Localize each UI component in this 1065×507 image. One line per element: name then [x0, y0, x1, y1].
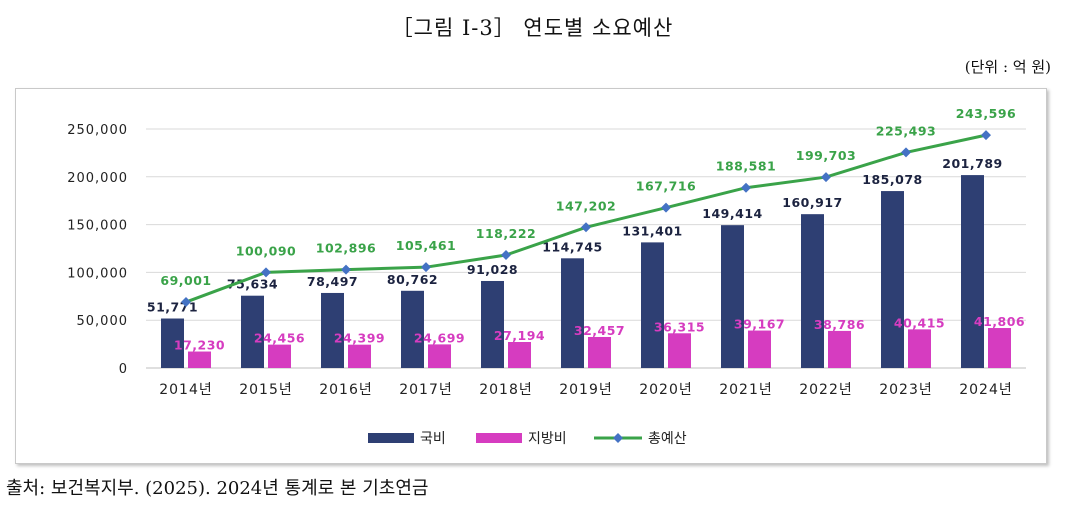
total-budget-marker: [981, 130, 991, 141]
local-data-label: 27,194: [494, 328, 545, 343]
total-data-label: 118,222: [476, 226, 536, 241]
local-data-label: 17,230: [174, 338, 225, 353]
total-data-label: 100,090: [236, 243, 296, 258]
local-data-label: 41,806: [974, 314, 1025, 329]
local-data-label: 38,786: [814, 317, 865, 332]
legend-label-total: 총예산: [648, 431, 687, 447]
unit-note: (단위 : 억 원): [964, 58, 1051, 76]
bar-national: [561, 258, 584, 368]
x-tick-label: 2016년: [319, 382, 373, 398]
bar-local: [668, 333, 691, 368]
local-data-label: 39,167: [734, 317, 785, 332]
local-data-label: 24,399: [334, 331, 385, 346]
total-budget-marker: [261, 267, 271, 278]
y-tick-label: 0: [119, 362, 128, 377]
bar-local: [428, 344, 451, 368]
figure-title: ［그림 Ⅰ-3］ 연도별 소요예산: [391, 16, 674, 40]
y-tick-label: 250,000: [67, 123, 128, 138]
local-data-label: 32,457: [574, 323, 625, 338]
x-tick-label: 2018년: [479, 382, 533, 398]
total-budget-marker: [581, 222, 591, 233]
national-data-label: 201,789: [942, 156, 1002, 171]
total-data-label: 243,596: [956, 106, 1016, 121]
total-budget-marker: [741, 182, 751, 193]
bar-national: [401, 290, 424, 368]
national-data-label: 91,028: [467, 262, 518, 277]
total-budget-marker: [901, 147, 911, 158]
bar-local: [748, 330, 771, 368]
y-tick-label: 50,000: [77, 314, 129, 329]
bar-local: [908, 329, 931, 368]
x-tick-label: 2023년: [879, 382, 933, 398]
local-data-label: 36,315: [654, 319, 705, 334]
bar-local: [348, 344, 371, 368]
national-data-label: 131,401: [622, 223, 682, 238]
total-data-label: 188,581: [716, 159, 776, 174]
total-budget-marker: [181, 297, 191, 308]
local-data-label: 24,456: [254, 331, 305, 346]
legend-marker-total: [613, 433, 623, 443]
x-tick-label: 2019년: [559, 382, 613, 398]
bar-local: [188, 351, 211, 368]
y-tick-label: 100,000: [67, 266, 128, 281]
bar-national: [481, 280, 504, 368]
legend-swatch-local: [476, 433, 522, 443]
total-budget-marker: [341, 264, 351, 275]
x-tick-label: 2022년: [799, 382, 853, 398]
x-tick-label: 2017년: [399, 382, 453, 398]
total-data-label: 167,716: [636, 179, 696, 194]
total-data-label: 105,461: [396, 238, 456, 253]
total-data-label: 199,703: [796, 148, 856, 163]
bar-national: [321, 292, 344, 368]
total-data-label: 225,493: [876, 123, 936, 138]
x-tick-label: 2021년: [719, 382, 773, 398]
total-data-label: 69,001: [160, 273, 211, 288]
bar-national: [961, 175, 984, 368]
legend-label-local: 지방비: [528, 431, 567, 447]
bar-national: [721, 225, 744, 368]
legend-swatch-national: [368, 433, 414, 443]
bar-local: [988, 328, 1011, 368]
national-data-label: 75,634: [227, 277, 278, 292]
bar-local: [828, 330, 851, 368]
local-data-label: 24,699: [414, 330, 465, 345]
x-tick-label: 2024년: [959, 382, 1013, 398]
x-tick-label: 2014년: [159, 382, 213, 398]
bar-national: [161, 318, 184, 368]
bar-local: [508, 342, 531, 368]
total-budget-marker: [821, 172, 831, 183]
x-tick-label: 2020년: [639, 382, 693, 398]
local-data-label: 40,415: [894, 315, 945, 330]
total-budget-marker: [501, 249, 511, 260]
bar-local: [588, 336, 611, 368]
bar-national: [641, 242, 664, 368]
y-tick-label: 200,000: [67, 171, 128, 186]
total-data-label: 102,896: [316, 241, 376, 256]
national-data-label: 80,762: [387, 272, 438, 287]
bar-line-chart: 0 50,000 100,000 150,000 200,000 250,000 2014년…: [67, 106, 1026, 447]
chart-panel: 0 50,000 100,000 150,000 200,000 250,000 2014년…: [15, 88, 1047, 464]
total-budget-marker: [421, 262, 431, 273]
y-tick-label: 150,000: [67, 219, 128, 234]
total-data-label: 147,202: [556, 198, 616, 213]
bar-national: [241, 295, 264, 368]
bar-national: [801, 214, 824, 368]
x-tick-label: 2015년: [239, 382, 293, 398]
bar-national: [881, 191, 904, 368]
source-note: 출처: 보건복지부. (2025). 2024년 통계로 본 기초연금: [6, 478, 429, 499]
national-data-label: 114,745: [542, 239, 602, 254]
legend-label-national: 국비: [420, 431, 446, 447]
bar-local: [268, 344, 291, 368]
national-data-label: 149,414: [702, 206, 762, 221]
national-data-label: 78,497: [307, 274, 358, 289]
national-data-label: 185,078: [862, 172, 922, 187]
national-data-label: 160,917: [782, 195, 842, 210]
total-budget-marker: [661, 202, 671, 213]
